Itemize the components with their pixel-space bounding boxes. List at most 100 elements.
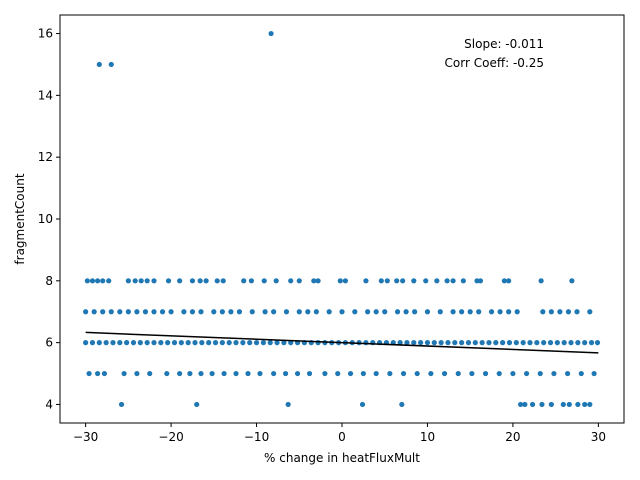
data-point: [582, 401, 588, 408]
data-point: [510, 370, 516, 377]
data-point: [306, 370, 313, 377]
data-point: [189, 278, 196, 284]
data-point: [467, 309, 473, 315]
data-point: [506, 278, 512, 284]
data-point: [315, 278, 321, 284]
data-point: [177, 370, 183, 377]
data-point: [118, 401, 125, 408]
data-point: [147, 370, 153, 377]
fit-line: [85, 331, 599, 354]
data-point: [431, 340, 437, 346]
data-point: [125, 278, 131, 284]
data-point: [534, 340, 540, 346]
data-point: [296, 309, 302, 315]
data-point: [209, 370, 215, 377]
data-point: [513, 340, 519, 346]
data-point: [394, 278, 400, 284]
data-point: [541, 340, 547, 346]
data-point: [296, 278, 302, 284]
data-point: [378, 278, 384, 284]
data-point: [538, 278, 544, 284]
data-point: [347, 370, 354, 377]
data-point: [240, 340, 246, 346]
data-point: [459, 340, 465, 346]
data-point: [203, 278, 209, 284]
data-point: [575, 401, 581, 408]
data-point: [257, 370, 263, 377]
data-point: [165, 340, 171, 346]
data-point: [248, 278, 255, 284]
data-point: [455, 370, 461, 377]
data-point: [397, 340, 403, 346]
data-point: [158, 340, 164, 346]
data-point: [486, 340, 492, 346]
data-point: [539, 401, 545, 408]
data-point: [214, 278, 220, 284]
data-point: [285, 401, 291, 408]
data-point: [424, 340, 431, 346]
data-point: [365, 309, 371, 315]
data-point: [452, 340, 458, 346]
data-point: [548, 401, 554, 408]
data-point: [459, 309, 465, 315]
data-point: [450, 309, 456, 315]
y-tick-label: 8: [45, 274, 53, 288]
data-point: [84, 278, 90, 284]
data-point: [561, 340, 567, 346]
data-point: [438, 340, 444, 346]
data-point: [226, 340, 232, 346]
data-point: [523, 370, 530, 377]
data-point: [168, 309, 174, 315]
data-point: [506, 340, 513, 346]
data-point: [96, 340, 102, 346]
data-point: [271, 309, 277, 315]
data-point: [241, 278, 247, 284]
data-point: [106, 278, 112, 284]
data-point: [305, 309, 311, 315]
data-point: [151, 278, 157, 284]
data-point: [437, 309, 443, 315]
data-point: [363, 340, 369, 346]
data-point: [428, 370, 434, 377]
data-point: [121, 370, 127, 377]
data-point: [142, 309, 149, 315]
data-point: [384, 278, 390, 284]
y-tick-label: 16: [38, 27, 53, 41]
data-point: [221, 370, 227, 377]
data-point: [178, 340, 184, 346]
y-tick-label: 12: [38, 150, 53, 164]
data-point: [472, 340, 478, 346]
data-point: [220, 278, 226, 284]
x-tick-label: 20: [505, 430, 520, 444]
data-point: [199, 340, 205, 346]
data-point: [400, 370, 407, 377]
data-point: [497, 309, 503, 315]
data-point: [514, 309, 520, 315]
slope-annotation: Slope: -0.011: [464, 37, 544, 51]
x-tick-label: 30: [591, 430, 606, 444]
data-point: [411, 278, 417, 284]
data-point: [283, 370, 289, 377]
data-point: [322, 370, 328, 377]
data-point: [373, 309, 379, 315]
data-point: [594, 340, 601, 346]
y-axis-ticks: 4 6 8 10 12 14 16: [38, 27, 60, 411]
data-point: [548, 309, 554, 315]
data-point: [100, 309, 106, 315]
data-point: [493, 340, 499, 346]
data-point: [125, 309, 131, 315]
data-point: [588, 340, 595, 346]
y-axis-label: fragmentCount: [13, 173, 27, 264]
x-tick-label: −20: [158, 430, 183, 444]
data-point: [313, 309, 319, 315]
x-axis-label: % change in heatFluxMult: [264, 451, 420, 465]
data-point: [212, 340, 219, 346]
data-point: [522, 401, 528, 408]
data-point: [211, 309, 217, 315]
data-point: [566, 401, 572, 408]
data-point: [500, 340, 506, 346]
data-point: [547, 340, 554, 346]
data-point: [281, 340, 287, 346]
outlier-point: [96, 61, 102, 68]
data-point: [95, 370, 101, 377]
